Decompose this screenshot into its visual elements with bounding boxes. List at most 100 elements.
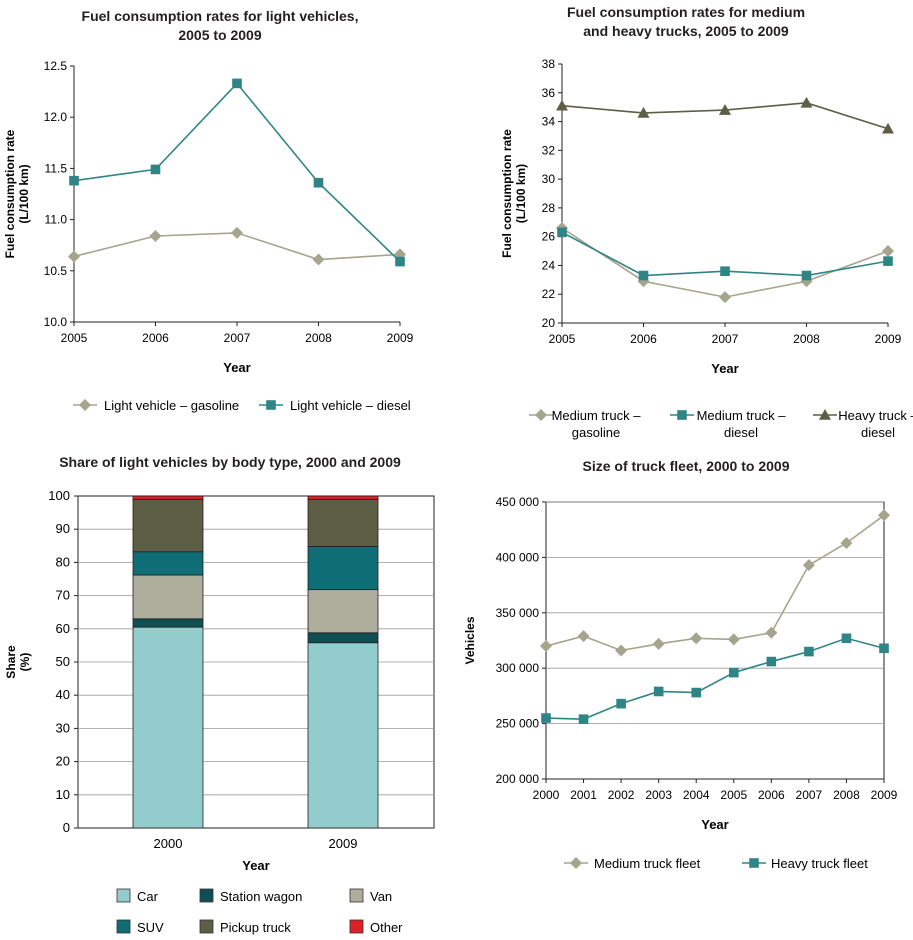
- data-point: [638, 270, 649, 281]
- y-tick-label: 12.5: [44, 59, 68, 73]
- data-point: [149, 229, 162, 242]
- data-point: [719, 291, 731, 304]
- chart-title: Fuel consumption rates for light vehicle…: [81, 8, 359, 43]
- series-line: [545, 514, 885, 652]
- x-tick-label: 2009: [875, 332, 902, 346]
- chart-title: Size of truck fleet, 2000 to 2009: [582, 458, 790, 474]
- data-point: [615, 644, 628, 657]
- data-point: [150, 164, 161, 175]
- legend-label: Medium truck – gasoline: [552, 408, 642, 440]
- plot-frame: [74, 66, 400, 322]
- data-point: [878, 509, 890, 522]
- data-point: [728, 667, 739, 678]
- x-tick-label: 2000: [154, 836, 183, 851]
- bar-segment: [132, 574, 204, 620]
- data-point: [637, 106, 650, 118]
- y-tick-label: 70: [56, 588, 70, 603]
- x-tick-label: 2006: [630, 332, 657, 346]
- y-tick-label: 24: [542, 258, 556, 272]
- data-point: [556, 99, 568, 111]
- y-tick-label: 28: [542, 201, 556, 215]
- legend-label: SUV: [137, 920, 164, 935]
- data-point: [690, 632, 703, 645]
- body-type-share-chart: Share of light vehicles by body type, 20…: [0, 440, 456, 940]
- y-tick-label: 10.5: [44, 264, 68, 278]
- data-point: [652, 637, 665, 650]
- data-point: [883, 256, 893, 266]
- light-vehicle-plot: 10.0 10.5 11.0 11.5 12.0 12.5 2005 2006 2007 2008…: [3, 59, 414, 413]
- y-tick-label: 200 000: [496, 772, 540, 786]
- x-axis-title: Year: [223, 360, 250, 375]
- data-point: [804, 646, 814, 657]
- series-line: [561, 227, 889, 298]
- y-tick-label: 20: [542, 316, 556, 330]
- legend-swatch: [349, 888, 364, 903]
- x-tick-label: 2008: [793, 332, 820, 346]
- x-axis-title: Year: [701, 817, 728, 832]
- y-tick-label: 450 000: [496, 495, 540, 509]
- y-tick-label: 30: [542, 172, 556, 186]
- data-point: [312, 253, 325, 266]
- bar-segment: [132, 626, 204, 829]
- data-point: [766, 656, 777, 667]
- legend-label: Medium truck – diesel: [697, 408, 787, 440]
- plot-frame: [562, 64, 888, 323]
- x-tick-label: 2006: [758, 788, 785, 802]
- x-tick-label: 2000: [533, 788, 560, 802]
- data-point: [840, 536, 853, 549]
- data-point: [577, 630, 590, 643]
- data-point: [541, 713, 551, 723]
- y-tick-label: 300 000: [496, 661, 540, 675]
- x-tick-label: 2009: [387, 331, 414, 345]
- x-axis-title: Year: [711, 361, 738, 376]
- data-point: [800, 96, 813, 108]
- y-tick-label: 90: [56, 521, 70, 536]
- data-point: [578, 714, 589, 724]
- legend-swatch: [116, 919, 131, 934]
- y-tick-label: 40: [56, 687, 70, 702]
- x-tick-label: 2007: [712, 332, 739, 346]
- y-tick-label: 30: [56, 720, 70, 735]
- legend-swatch: [199, 888, 214, 903]
- truck-fleet-chart: Size of truck fleet, 2000 to 2009 200 00…: [456, 440, 913, 940]
- bar-segment: [307, 546, 379, 591]
- y-tick-label: 400 000: [496, 550, 540, 564]
- bar-segment: [132, 495, 204, 500]
- bar-segment: [307, 495, 379, 500]
- truck-fleet-plot: 200 000 250 000 300 000 350 000 400 000 450 0…: [463, 495, 898, 871]
- legend-swatch: [116, 888, 131, 903]
- data-point: [313, 177, 324, 188]
- legend-swatch: [199, 919, 214, 934]
- bar-segment: [307, 498, 379, 547]
- chart-title: Share of light vehicles by body type, 20…: [59, 454, 401, 470]
- truck-fuel-plot: 20 22 24 26 28 30 32 34 36 38 2005 2006 2007 2008 2009…: [500, 57, 913, 440]
- x-axis-title: Year: [242, 858, 269, 873]
- x-tick-label: 2004: [683, 788, 710, 802]
- data-point: [801, 270, 812, 281]
- legend-label: Station wagon: [220, 889, 302, 904]
- legend-label: Van: [370, 889, 392, 904]
- x-tick-label: 2007: [224, 331, 251, 345]
- y-tick-label: 250 000: [496, 717, 540, 731]
- x-tick-label: 2005: [549, 332, 576, 346]
- y-tick-label: 38: [542, 57, 556, 71]
- y-tick-label: 60: [56, 621, 70, 636]
- data-point: [879, 643, 889, 654]
- data-point: [882, 122, 894, 134]
- data-point: [69, 175, 79, 186]
- data-point: [691, 687, 702, 698]
- x-tick-label: 2009: [329, 836, 358, 851]
- y-tick-label: 80: [56, 554, 70, 569]
- y-tick-label: 10.0: [44, 315, 68, 329]
- x-tick-label: 2006: [142, 331, 169, 345]
- legend-label: Medium truck fleet: [594, 856, 701, 871]
- y-tick-label: 20: [56, 754, 70, 769]
- x-tick-label: 2009: [871, 788, 898, 802]
- light-vehicle-fuel-chart: Fuel consumption rates for light vehicle…: [0, 0, 456, 430]
- truck-fuel-chart: Fuel consumption rates for medium and he…: [456, 0, 913, 440]
- legend-label: Car: [137, 889, 159, 904]
- legend-label: Light vehicle – diesel: [290, 398, 411, 413]
- x-tick-label: 2008: [305, 331, 332, 345]
- data-point: [540, 640, 552, 653]
- data-point: [653, 686, 664, 697]
